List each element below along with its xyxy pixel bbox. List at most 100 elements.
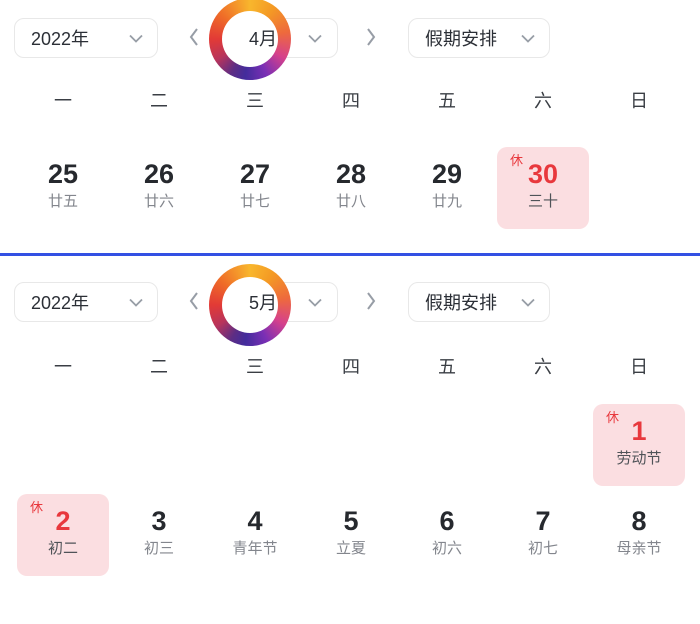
empty-cell xyxy=(17,404,109,486)
rest-day-badge: 休 xyxy=(606,410,620,425)
weekday-label: 三 xyxy=(246,91,264,111)
date-number: 6 xyxy=(439,506,455,536)
date-number: 27 xyxy=(239,159,271,189)
date-sub-label: 三十 xyxy=(527,193,558,210)
chevron-left-icon xyxy=(188,291,200,316)
weekday-label: 一 xyxy=(54,357,72,377)
date-number: 30 xyxy=(527,159,559,189)
chevron-down-icon xyxy=(521,298,535,307)
month-select-value: 4月 xyxy=(249,29,278,49)
date-cell[interactable]: 6 初六 xyxy=(401,494,493,576)
holiday-schedule-select[interactable]: 假期安排 xyxy=(408,18,550,58)
date-sub-label: 初三 xyxy=(143,540,174,557)
chevron-down-icon xyxy=(129,34,143,43)
weekday-label: 日 xyxy=(630,91,648,111)
date-number: 4 xyxy=(247,506,263,536)
weekday-label: 日 xyxy=(630,357,648,377)
weekday-label: 四 xyxy=(342,357,360,377)
date-cell[interactable]: 休 30 三十 xyxy=(497,147,589,229)
date-sub-label: 初六 xyxy=(431,540,462,557)
date-cell[interactable]: 5 立夏 xyxy=(305,494,397,576)
date-number: 7 xyxy=(535,506,551,536)
empty-cell xyxy=(113,404,205,486)
date-sub-label: 廿七 xyxy=(239,193,270,210)
weekday-label: 五 xyxy=(438,91,456,111)
prev-month-button[interactable] xyxy=(187,27,201,52)
chevron-left-icon xyxy=(188,27,200,52)
weekday-label: 六 xyxy=(534,91,552,111)
weekday-label: 一 xyxy=(54,91,72,111)
weekday-row: 一二三四五六日 xyxy=(15,90,700,112)
date-cell[interactable]: 26 廿六 xyxy=(113,147,205,229)
empty-cell xyxy=(209,404,301,486)
date-sub-label: 初七 xyxy=(527,540,558,557)
weekday-row: 一二三四五六日 xyxy=(15,356,700,378)
date-cell[interactable]: 29 廿九 xyxy=(401,147,493,229)
date-cell[interactable]: 3 初三 xyxy=(113,494,205,576)
calendar-month-april: 2022年 4月 假期安排 一 二 三 四 xyxy=(0,0,700,256)
chevron-right-icon xyxy=(365,27,377,52)
date-number: 8 xyxy=(631,506,647,536)
calendar-month-may: 2022年 5月 假期安排 一 二 三 四 xyxy=(0,256,700,621)
date-sub-label: 初二 xyxy=(47,540,78,557)
empty-cell xyxy=(305,404,397,486)
year-select[interactable]: 2022年 xyxy=(14,18,158,58)
date-number: 29 xyxy=(431,159,463,189)
chevron-down-icon xyxy=(308,34,322,43)
date-sub-label: 劳动节 xyxy=(616,450,662,467)
date-number: 1 xyxy=(631,416,647,446)
rest-day-badge: 休 xyxy=(510,153,524,168)
date-number: 26 xyxy=(143,159,175,189)
date-sub-label: 廿九 xyxy=(431,193,462,210)
weekday-label: 六 xyxy=(534,357,552,377)
date-number: 3 xyxy=(151,506,167,536)
date-sub-label: 立夏 xyxy=(335,540,366,557)
holiday-select-label: 假期安排 xyxy=(425,29,497,49)
date-cell[interactable]: 28 廿八 xyxy=(305,147,397,229)
month-select-value: 5月 xyxy=(249,293,278,313)
chevron-right-icon xyxy=(365,291,377,316)
date-number: 5 xyxy=(343,506,359,536)
chevron-down-icon xyxy=(308,298,322,307)
date-number: 28 xyxy=(335,159,367,189)
next-month-button[interactable] xyxy=(364,291,378,316)
year-select-value: 2022年 xyxy=(31,29,90,49)
next-month-button[interactable] xyxy=(364,27,378,52)
month-select[interactable]: 4月 xyxy=(222,18,338,58)
calendar-toolbar: 2022年 5月 假期安排 xyxy=(0,256,700,346)
empty-cell xyxy=(497,404,589,486)
date-cell[interactable]: 7 初七 xyxy=(497,494,589,576)
weekday-label: 五 xyxy=(438,357,456,377)
weekday-label: 二 xyxy=(150,357,168,377)
date-sub-label: 廿八 xyxy=(335,193,366,210)
date-cell[interactable]: 4 青年节 xyxy=(209,494,301,576)
date-grid: 休 1 劳动节休 2 初二 3 初三 4 青年节 5 立夏 6 初六 7 初七 8 母亲节 xyxy=(15,404,700,576)
date-cell[interactable]: 休 2 初二 xyxy=(17,494,109,576)
weekday-label: 四 xyxy=(342,91,360,111)
holiday-select-label: 假期安排 xyxy=(425,293,497,313)
calendar-toolbar: 2022年 4月 假期安排 xyxy=(0,0,700,80)
holiday-schedule-select[interactable]: 假期安排 xyxy=(408,282,550,322)
weekday-label: 三 xyxy=(246,357,264,377)
date-sub-label: 廿五 xyxy=(47,193,78,210)
date-cell[interactable]: 27 廿七 xyxy=(209,147,301,229)
date-sub-label: 廿六 xyxy=(143,193,174,210)
date-number: 2 xyxy=(55,506,71,536)
date-cell[interactable]: 8 母亲节 xyxy=(593,494,685,576)
date-number: 25 xyxy=(47,159,79,189)
chevron-down-icon xyxy=(521,34,535,43)
empty-cell xyxy=(593,147,685,229)
date-cell[interactable]: 25 廿五 xyxy=(17,147,109,229)
year-select-value: 2022年 xyxy=(31,293,90,313)
weekday-label: 二 xyxy=(150,91,168,111)
empty-cell xyxy=(401,404,493,486)
chevron-down-icon xyxy=(129,298,143,307)
date-cell[interactable]: 休 1 劳动节 xyxy=(593,404,685,486)
date-grid: 25 廿五 26 廿六 27 廿七 28 廿八 29 廿九 休 30 三十 xyxy=(15,147,700,229)
prev-month-button[interactable] xyxy=(187,291,201,316)
year-select[interactable]: 2022年 xyxy=(14,282,158,322)
month-select[interactable]: 5月 xyxy=(222,282,338,322)
date-sub-label: 母亲节 xyxy=(616,540,662,557)
rest-day-badge: 休 xyxy=(30,500,44,515)
date-sub-label: 青年节 xyxy=(232,540,278,557)
